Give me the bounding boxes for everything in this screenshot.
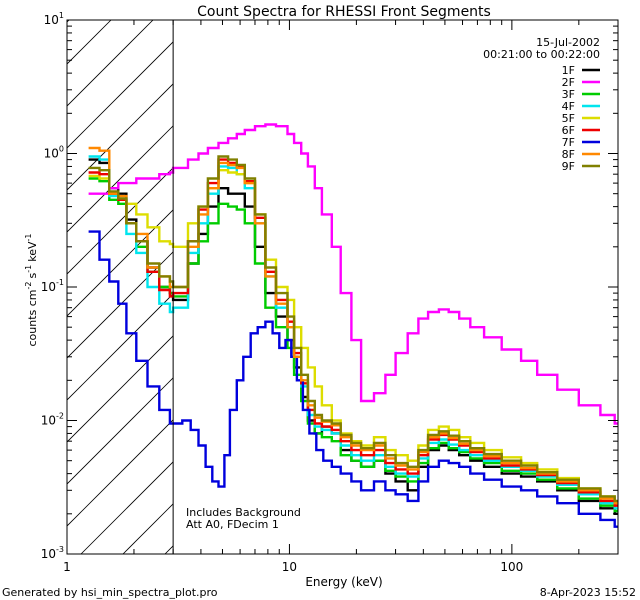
y-tick-label: 10-3 xyxy=(41,545,64,561)
y-axis-unit-b: keV xyxy=(26,241,39,262)
annotation-attenuator: Att A0, FDecim 1 xyxy=(186,518,279,531)
hatch-line xyxy=(67,251,174,359)
series-line-5f xyxy=(88,169,618,505)
series-lines xyxy=(88,123,618,528)
hatch-line xyxy=(67,209,174,317)
x-tick-label: 1 xyxy=(63,560,71,574)
x-tick-label: 10 xyxy=(282,560,297,574)
x-axis-label: Energy (keV) xyxy=(305,575,382,589)
legend-label-6f: 6F xyxy=(562,124,575,137)
hatch-line xyxy=(67,20,154,107)
date-label: 15-Jul-2002 xyxy=(536,36,600,49)
y-axis-exp-c: -1 xyxy=(24,234,33,242)
y-tick-label: 10-2 xyxy=(41,412,64,428)
chart-title: Count Spectra for RHESSI Front Segments xyxy=(197,4,491,20)
axes: 1 10 100 10-3 10-2 10-1 100 101 xyxy=(41,11,619,574)
footer-generated-by: Generated by hsi_min_spectra_plot.pro xyxy=(2,586,218,599)
hatch-line xyxy=(67,20,112,65)
y-tick-label: 100 xyxy=(44,145,64,161)
series-line-2f xyxy=(88,123,618,425)
legend-label-4f: 4F xyxy=(562,100,575,113)
y-tick-label: 101 xyxy=(44,11,64,27)
hatch-line xyxy=(67,419,174,527)
annotation-background: Includes Background xyxy=(186,506,301,519)
legend-label-8f: 8F xyxy=(562,148,575,161)
series-line-9f xyxy=(88,155,618,503)
time-range-label: 00:21:00 to 00:22:00 xyxy=(483,48,600,61)
footer-timestamp: 8-Apr-2023 15:52 xyxy=(540,586,636,599)
legend-label-5f: 5F xyxy=(562,112,575,125)
series-line-7f xyxy=(88,230,618,528)
legend-label-7f: 7F xyxy=(562,136,575,149)
y-axis-unit-a: s xyxy=(26,272,39,278)
x-tick-label: 100 xyxy=(500,560,523,574)
y-axis-exp-a: -2 xyxy=(24,281,33,289)
legend-label-2f: 2F xyxy=(562,76,575,89)
y-axis-label-main: counts cm xyxy=(26,289,39,346)
hatch-line xyxy=(67,167,174,275)
y-tick-label: 10-1 xyxy=(41,278,64,294)
y-axis-label: counts cm-2s-1keV-1 xyxy=(24,234,39,347)
legend-label-1f: 1F xyxy=(562,64,575,77)
hatch-line xyxy=(67,377,174,485)
excluded-energy-hatching xyxy=(67,20,174,554)
hatch-line xyxy=(67,41,174,149)
legend-label-9f: 9F xyxy=(562,160,575,173)
y-axis-exp-b: -1 xyxy=(24,265,33,273)
legend-label-3f: 3F xyxy=(562,88,575,101)
